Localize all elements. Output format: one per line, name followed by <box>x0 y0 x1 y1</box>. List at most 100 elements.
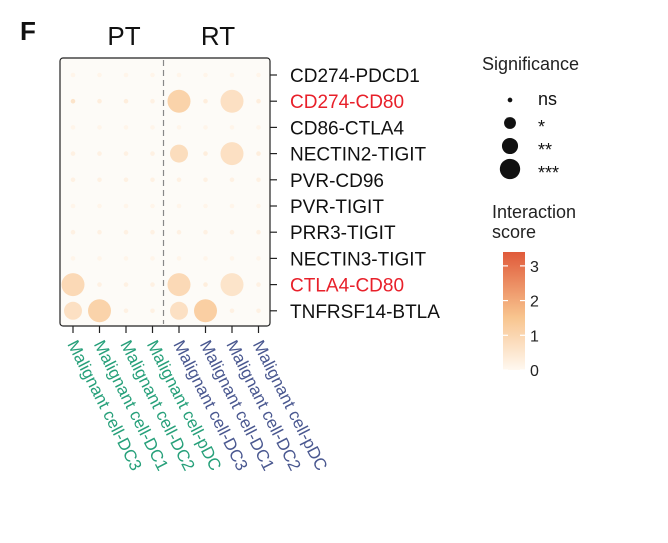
dot-tnfrsf14-btla-col3 <box>150 308 155 314</box>
dot-nectin3-tigit-col4 <box>176 256 182 261</box>
dot-cd86-ctla4-col1 <box>97 125 102 130</box>
dot-nectin2-tigit-col6 <box>220 142 244 166</box>
dot-cd274-pdcd1-col0 <box>70 72 76 78</box>
dot-cd86-ctla4-col7 <box>256 125 261 130</box>
color-legend-title-line1: Interaction <box>492 202 576 222</box>
y-label-tnfrsf14-btla: TNFRSF14-BTLA <box>290 302 440 323</box>
dot-nectin2-tigit-col5 <box>203 151 208 156</box>
dot-tnfrsf14-btla-col5 <box>194 299 217 323</box>
y-label-cd274-cd80: CD274-CD80 <box>290 92 404 113</box>
group-header-pt: PT <box>107 21 140 51</box>
dot-cd86-ctla4-col5 <box>203 125 208 130</box>
dot-prr3-tigit-col7 <box>256 229 261 235</box>
dot-cd274-pdcd1-col4 <box>176 72 182 78</box>
dot-tnfrsf14-btla-col6 <box>229 308 235 314</box>
dot-cd274-pdcd1-col5 <box>203 72 208 78</box>
y-label-cd274-pdcd1: CD274-PDCD1 <box>290 66 420 87</box>
significance-dot-0 <box>507 97 513 103</box>
dot-nectin3-tigit-col0 <box>70 256 76 261</box>
dot-cd274-cd80-col5 <box>203 98 208 104</box>
dot-cd274-cd80-col1 <box>97 98 102 104</box>
y-label-prr3-tigit: PRR3-TIGIT <box>290 223 396 244</box>
dot-cd86-ctla4-col0 <box>70 125 76 130</box>
group-headers: PT RT <box>107 21 235 51</box>
dot-pvr-tigit-col6 <box>229 203 235 209</box>
dot-pvr-tigit-col7 <box>256 203 261 209</box>
dot-pvr-cd96-col7 <box>256 177 261 183</box>
significance-dot-3 <box>499 158 521 180</box>
dot-pvr-tigit-col0 <box>70 203 76 209</box>
color-tick-label-2: 2 <box>530 294 539 311</box>
color-legend-title-line2: score <box>492 222 536 242</box>
dot-tnfrsf14-btla-col0 <box>64 301 82 320</box>
y-axis: CD274-PDCD1 CD274-CD80 CD86-CTLA4 NECTIN2-T… <box>270 66 440 323</box>
dot-nectin2-tigit-col2 <box>123 151 129 156</box>
dot-prr3-tigit-col2 <box>123 229 129 235</box>
dot-tnfrsf14-btla-col4 <box>170 301 188 320</box>
dot-nectin3-tigit-col5 <box>203 256 208 261</box>
dot-nectin2-tigit-col7 <box>256 151 261 156</box>
color-tick-label-3: 3 <box>530 259 539 276</box>
dot-cd274-cd80-col3 <box>150 98 155 104</box>
color-scale-bar <box>503 252 525 370</box>
significance-legend-title: Significance <box>482 54 579 74</box>
dot-ctla4-cd80-col2 <box>123 282 129 287</box>
dot-nectin3-tigit-col6 <box>229 256 235 261</box>
dot-ctla4-cd80-col4 <box>167 273 191 297</box>
plot-panel <box>59 57 271 327</box>
color-tick-label-1: 1 <box>530 328 539 345</box>
dot-cd274-pdcd1-col6 <box>229 72 235 78</box>
y-label-pvr-cd96: PVR-CD96 <box>290 171 384 192</box>
dot-nectin3-tigit-col1 <box>97 256 102 261</box>
dot-nectin3-tigit-col2 <box>123 256 129 261</box>
dot-tnfrsf14-btla-col7 <box>256 308 261 314</box>
dot-prr3-tigit-col6 <box>229 229 235 235</box>
dot-pvr-cd96-col5 <box>203 177 208 183</box>
color-tick-label-0: 0 <box>530 363 539 380</box>
dot-prr3-tigit-col0 <box>70 229 76 235</box>
y-label-pvr-tigit: PVR-TIGIT <box>290 197 384 218</box>
dot-prr3-tigit-col3 <box>150 229 155 235</box>
y-label-nectin3-tigit: NECTIN3-TIGIT <box>290 249 427 270</box>
dot-cd274-pdcd1-col1 <box>97 72 102 78</box>
dot-cd86-ctla4-col6 <box>229 125 235 130</box>
y-label-nectin2-tigit: NECTIN2-TIGIT <box>290 145 427 166</box>
dot-cd274-pdcd1-col7 <box>256 72 261 78</box>
dot-tnfrsf14-btla-col1 <box>88 299 111 323</box>
dot-cd274-pdcd1-col2 <box>123 72 129 78</box>
dot-pvr-cd96-col0 <box>70 177 76 183</box>
dot-pvr-cd96-col4 <box>176 177 182 183</box>
dot-nectin3-tigit-col7 <box>256 256 261 261</box>
dot-nectin3-tigit-col3 <box>150 256 155 261</box>
dot-cd86-ctla4-col3 <box>150 125 155 130</box>
dot-cd274-cd80-col2 <box>123 98 129 104</box>
dot-prr3-tigit-col4 <box>176 229 182 235</box>
significance-label-3: *** <box>538 163 559 183</box>
dot-nectin2-tigit-col0 <box>70 151 76 156</box>
significance-dot-2 <box>501 137 519 155</box>
dot-pvr-tigit-col4 <box>176 203 182 209</box>
dot-pvr-tigit-col2 <box>123 203 129 209</box>
dot-cd86-ctla4-col4 <box>176 125 182 130</box>
group-header-rt: RT <box>201 21 235 51</box>
dot-ctla4-cd80-col6 <box>220 273 244 297</box>
dot-pvr-cd96-col1 <box>97 177 102 183</box>
y-label-cd86-ctla4: CD86-CTLA4 <box>290 118 404 139</box>
dot-ctla4-cd80-col3 <box>150 282 155 287</box>
y-label-ctla4-cd80: CTLA4-CD80 <box>290 276 404 297</box>
dot-cd274-cd80-col6 <box>220 89 244 113</box>
dot-prr3-tigit-col5 <box>203 229 208 235</box>
dot-ctla4-cd80-col7 <box>256 282 261 287</box>
significance-legend: Significance ns****** <box>482 54 579 183</box>
dot-pvr-cd96-col2 <box>123 177 129 183</box>
dot-cd274-cd80-col0 <box>70 98 76 104</box>
dot-pvr-tigit-col3 <box>150 203 155 209</box>
plot-area <box>59 57 271 327</box>
dot-pvr-tigit-col1 <box>97 203 102 209</box>
dot-cd274-cd80-col4 <box>167 89 191 113</box>
significance-label-0: ns <box>538 89 557 109</box>
significance-label-2: ** <box>538 140 552 160</box>
significance-label-1: * <box>538 117 545 137</box>
